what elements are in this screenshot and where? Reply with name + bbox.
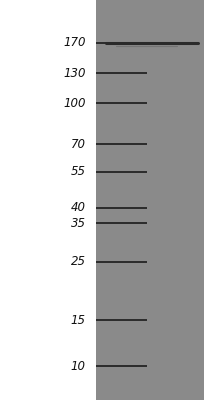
Text: 10: 10	[71, 360, 86, 373]
Text: 130: 130	[63, 67, 86, 80]
Text: 70: 70	[71, 138, 86, 150]
Text: 170: 170	[63, 36, 86, 49]
Text: 40: 40	[71, 202, 86, 214]
Text: 35: 35	[71, 217, 86, 230]
Text: 15: 15	[71, 314, 86, 327]
Bar	[96, 0, 204, 400]
Text: 55: 55	[71, 165, 86, 178]
Text: 100: 100	[63, 97, 86, 110]
Text: 25: 25	[71, 255, 86, 268]
Bar	[0, 0, 96, 400]
